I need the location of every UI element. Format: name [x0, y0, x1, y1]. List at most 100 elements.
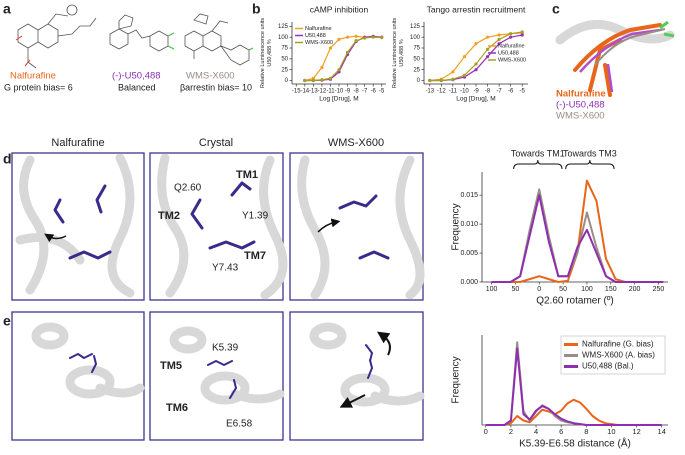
- legend-label: WMS-X600 (A. bias): [582, 351, 655, 360]
- y-tick-label: 125: [278, 24, 289, 30]
- y-tick-label: 0: [285, 78, 289, 84]
- compound-labels: Nalfurafine G protein bias= 6 (-)-U50,48…: [4, 71, 252, 93]
- data-point: [497, 42, 501, 46]
- data-point: [474, 62, 478, 66]
- y-tick-label: 50: [413, 56, 420, 62]
- legend-label: U50,488: [498, 50, 519, 56]
- x-tick-label: 4: [534, 427, 538, 436]
- residue-label: K5.39: [212, 343, 239, 354]
- x-tick-label: 100: [581, 286, 593, 293]
- x-tick-label: -13: [309, 89, 318, 95]
- x-tick-label: 12: [632, 427, 640, 436]
- data-point: [462, 55, 467, 59]
- ribbon: [340, 373, 390, 407]
- x-tick-label: -6: [508, 89, 514, 95]
- data-point: [328, 76, 333, 80]
- overlay-label: (-)-U50,488: [556, 100, 605, 111]
- y-axis-label: U50,488 %: [267, 39, 273, 66]
- series-line: [485, 347, 662, 426]
- panel-label: d: [3, 151, 12, 167]
- data-point: [363, 36, 367, 40]
- compound-note: βarrestin bias= 10: [180, 82, 252, 92]
- ribbon: [65, 365, 115, 399]
- brace: [565, 159, 615, 170]
- ribbon: [309, 322, 347, 350]
- y-tick-label: 100: [278, 35, 289, 41]
- residue-label: Y7.43: [212, 263, 239, 274]
- y-tick-label: 0.010: [460, 221, 478, 228]
- y-tick-label: 50: [281, 56, 288, 62]
- y-tick-label: 25: [413, 67, 420, 73]
- molecules: [15, 4, 254, 69]
- x-tick-label: -7: [496, 89, 502, 95]
- x-tick-label: -8: [485, 89, 491, 95]
- overlay-label: WMS-X600: [556, 111, 605, 122]
- x-tick-label: -9: [473, 89, 479, 95]
- data-point: [451, 77, 455, 81]
- residue-label: TM5: [160, 360, 182, 372]
- molecule: [167, 32, 254, 51]
- panel-label: b: [252, 1, 261, 17]
- data-point: [345, 50, 350, 54]
- overlay-label: Nalfurafine: [556, 89, 606, 100]
- residue-label: TM7: [244, 250, 266, 262]
- x-tick-label: -12: [437, 89, 446, 95]
- molecule: [15, 35, 31, 67]
- x-tick-label: 0: [484, 427, 488, 436]
- y-tick-label: 25: [281, 67, 288, 73]
- x-axis-label: K5.39-E6.58 distance (Å): [519, 437, 631, 450]
- data-point: [311, 78, 315, 83]
- ribbon: [169, 326, 207, 354]
- ribbon: [15, 153, 425, 300]
- x-tick-label: -5: [520, 89, 526, 95]
- x-tick-label: 50: [559, 286, 567, 293]
- arrow: [44, 233, 67, 243]
- x-tick-label: -5: [379, 89, 385, 95]
- y-axis-label: Frequency: [451, 356, 462, 403]
- panel-label: a: [3, 1, 11, 17]
- arrow: [377, 331, 391, 356]
- data-point: [520, 33, 524, 37]
- data-point: [371, 35, 375, 39]
- ligand: [659, 20, 675, 38]
- x-tick-label: -15: [292, 89, 301, 95]
- arrow: [339, 394, 366, 408]
- x-tick-label: 2: [509, 427, 513, 436]
- residue-label: TM2: [158, 210, 180, 222]
- x-tick-label: -10: [460, 89, 469, 95]
- x-tick-label: 100: [486, 286, 498, 293]
- series-line: [491, 179, 664, 283]
- y-tick-label: 0.005: [460, 250, 478, 257]
- chart-title: cAMP inhibition: [310, 4, 369, 14]
- y-tick-label: 75: [413, 46, 420, 52]
- legend-box: [560, 335, 666, 375]
- y-tick-label: 125: [410, 24, 421, 30]
- data-point: [439, 78, 443, 83]
- x-tick-label: -9: [345, 89, 351, 95]
- data-point: [485, 55, 490, 59]
- panel-d-structures: Nalfurafine Crystal WMS-X600 Q2.60 TM1 T…: [11, 137, 425, 301]
- data-point: [474, 68, 478, 72]
- x-tick-label: -10: [335, 89, 344, 95]
- data-point: [474, 42, 478, 46]
- x-tick-label: 6: [559, 427, 563, 436]
- x-tick-label: 50: [511, 286, 519, 293]
- x-tick-label: -6: [371, 89, 377, 95]
- data-point: [354, 39, 358, 43]
- box-title: WMS-X600: [328, 137, 384, 149]
- data-point: [485, 47, 490, 51]
- data-point: [497, 37, 501, 41]
- data-point: [520, 30, 524, 34]
- annotation: Towards TM1: [511, 148, 565, 158]
- legend-label: U50,488 (Bal.): [582, 362, 634, 371]
- x-tick-label: -7: [362, 89, 368, 95]
- y-axis-label: Frequency: [451, 203, 462, 250]
- data-point: [428, 78, 432, 83]
- data-point: [337, 68, 341, 72]
- data-point: [380, 36, 384, 40]
- box-title: Crystal: [199, 137, 233, 149]
- data-point: [485, 35, 490, 39]
- compound-name: Nalfurafine: [10, 71, 56, 82]
- x-tick-label: 200: [629, 286, 641, 293]
